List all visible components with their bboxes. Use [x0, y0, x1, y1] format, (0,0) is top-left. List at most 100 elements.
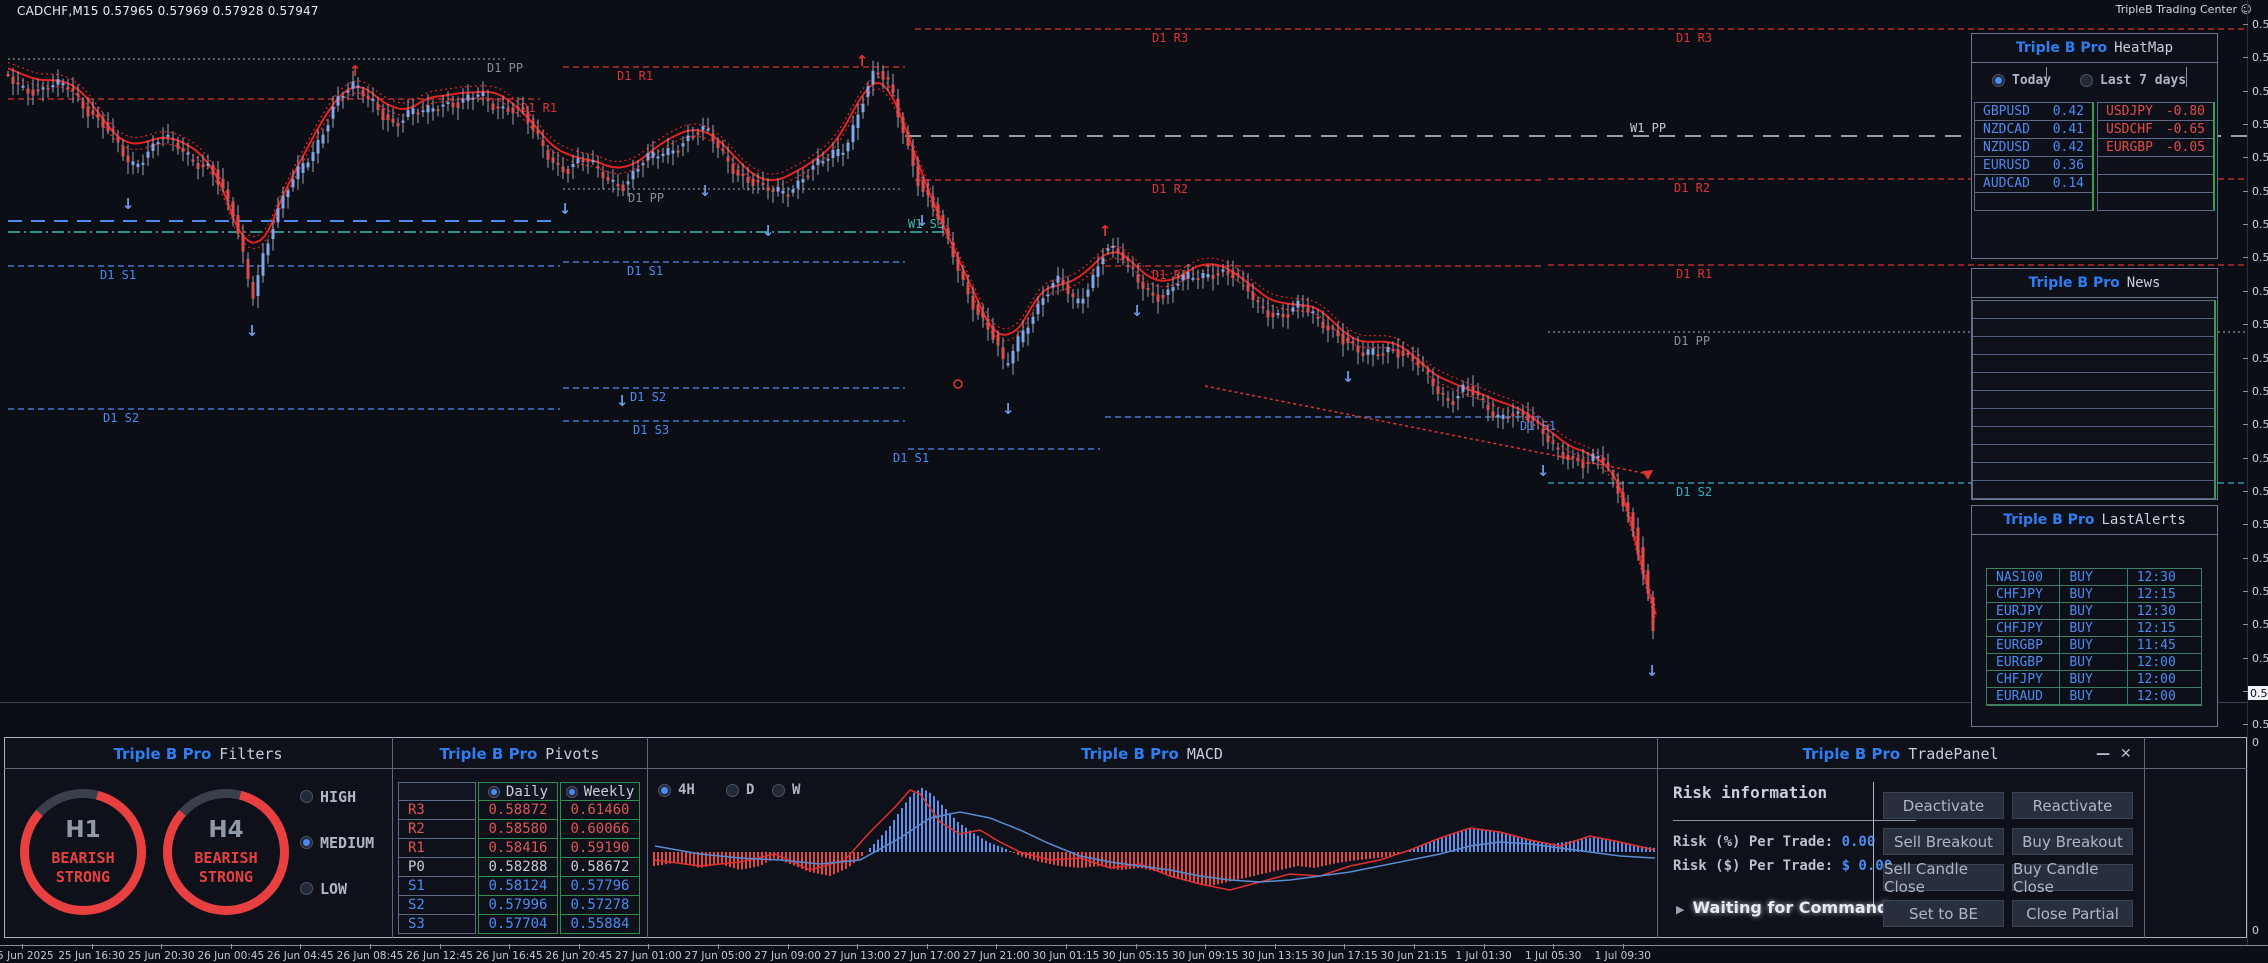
radio-macd-4h[interactable]: 4H — [658, 782, 695, 798]
alert-direction: BUY — [2060, 637, 2128, 654]
macd-canvas[interactable] — [648, 770, 1657, 937]
pivot-weekly-value: 0.60066 — [560, 820, 640, 839]
time-axis-tick — [1553, 944, 1555, 949]
price-chart-canvas[interactable]: D1 PP D1 R1 D1 R1 D1 R3 W1 PP D1 R2 D1 PP W1 S3… — [0, 14, 2248, 737]
radio-medium[interactable]: MEDIUM — [300, 832, 374, 852]
radio-low[interactable]: LOW — [300, 878, 347, 898]
pivots-corner-cell — [398, 782, 476, 801]
price-axis-tick — [2243, 457, 2248, 459]
btn-buy-breakout[interactable]: Buy Breakout — [2012, 828, 2133, 855]
section-divider — [647, 737, 648, 938]
pivot-name: S1 — [398, 877, 476, 896]
alert-row: EURGBP BUY 12:00 — [1987, 654, 2201, 671]
radio-pivot-weekly[interactable]: Weekly — [560, 782, 640, 801]
btn-reactivate[interactable]: Reactivate — [2012, 792, 2133, 819]
price-axis-label: 0.58130 — [2252, 551, 2268, 565]
pivot-col-label: Daily — [505, 783, 549, 800]
h4-trend-gauge: H4 BEARISH STRONG — [163, 789, 289, 915]
risk-information-heading: Risk information — [1673, 783, 1828, 802]
pivot-row: S1 0.58124 0.57796 — [398, 877, 640, 896]
pivot-daily-value: 0.58872 — [478, 801, 558, 820]
price-axis-tick — [2243, 190, 2248, 192]
time-axis-tick — [1066, 944, 1067, 949]
pivot-name: R3 — [398, 801, 476, 820]
alert-row: NAS100 BUY 12:30 — [1987, 569, 2201, 586]
divider — [2046, 67, 2047, 87]
price-axis-tick — [2243, 390, 2248, 392]
pivot-weekly-value: 0.57278 — [560, 896, 640, 915]
svg-text:D1 R1: D1 R1 — [1152, 268, 1188, 282]
time-axis-tick — [718, 944, 719, 949]
section-divider — [392, 737, 393, 938]
svg-text:D1 S2: D1 S2 — [103, 411, 139, 425]
pivot-row: R1 0.58416 0.59190 — [398, 839, 640, 858]
price-axis-label: 0.58085 — [2252, 584, 2268, 598]
radio-today[interactable]: Today — [1992, 70, 2051, 89]
news-row — [1973, 409, 2214, 427]
alert-time: 12:30 — [2127, 569, 2201, 586]
btn-deactivate[interactable]: Deactivate — [1883, 792, 2004, 819]
radio-macd-weekly[interactable]: W — [772, 782, 800, 798]
alert-row: EURAUD BUY 12:00 — [1987, 688, 2201, 705]
alert-row: CHFJPY BUY 12:00 — [1987, 671, 2201, 688]
price-axis-label: 0.58715 — [2252, 118, 2268, 132]
macd-scale-zero: 0 — [2252, 924, 2259, 937]
price-axis-tick — [2243, 590, 2248, 592]
minimize-icon[interactable]: — — [2096, 746, 2120, 762]
svg-text:↑: ↑ — [856, 52, 869, 70]
svg-text:↑: ↑ — [349, 62, 362, 80]
heatmap-row: EURGBP -0.05 — [2098, 139, 2213, 157]
price-axis-tick — [2243, 357, 2248, 359]
pivot-name: R1 — [398, 839, 476, 858]
radio-last-7-days[interactable]: Last 7 days — [2080, 70, 2186, 89]
btn-sell-candle-close[interactable]: Sell Candle Close — [1883, 860, 2004, 896]
price-axis-label: 0.58760 — [2252, 84, 2268, 98]
price-axis-tick — [2243, 290, 2248, 292]
svg-text:D1 PP: D1 PP — [1674, 334, 1710, 348]
triangle-icon: ▶ — [1676, 903, 1685, 916]
news-row — [1973, 319, 2214, 337]
radio-high[interactable]: HIGH — [300, 786, 356, 806]
time-axis-tick — [857, 944, 859, 949]
svg-text:↓: ↓ — [762, 222, 775, 240]
heatmap-symbol: GBPUSD — [1983, 104, 2030, 119]
alert-symbol: CHFJPY — [1987, 671, 2061, 688]
time-axis-label: 27 Jun 09:00 — [754, 950, 821, 962]
heatmap-row: GBPUSD 0.42 — [1975, 103, 2092, 121]
time-axis-label: 26 Jun 00:45 — [197, 950, 265, 962]
time-axis-label: 27 Jun 21:00 — [963, 950, 1030, 962]
time-axis-label: 30 Jun 21:15 — [1380, 950, 1448, 962]
alert-row: EURJPY BUY 12:30 — [1987, 603, 2201, 620]
watermark-trading-center: TripleB Trading Center ☺ — [2115, 3, 2252, 16]
alert-direction: BUY — [2060, 569, 2128, 586]
filters-header: Triple B Pro Filters — [113, 744, 283, 763]
pivot-weekly-value: 0.58672 — [560, 858, 640, 877]
macd-header: Triple B Pro MACD — [1081, 744, 1223, 763]
alert-symbol: EURJPY — [1987, 603, 2061, 620]
time-axis-label: 27 Jun 05:00 — [684, 950, 752, 962]
heatmap-row: USDCHF -0.65 — [2098, 121, 2213, 139]
radio-macd-daily[interactable]: D — [726, 782, 754, 798]
btn-buy-candle-close[interactable]: Buy Candle Close — [2012, 860, 2133, 896]
time-axis-label: 27 Jun 01:00 — [615, 950, 682, 962]
current-price-tag: 0.57947 — [2248, 686, 2268, 700]
alert-time: 12:00 — [2127, 671, 2201, 688]
price-axis-label: 0.57995 — [2252, 651, 2268, 665]
svg-text:D1 R2: D1 R2 — [1674, 181, 1710, 195]
time-axis-label: 26 Jun 16:45 — [475, 950, 543, 962]
btn-set-to-be[interactable]: Set to BE — [1883, 900, 2004, 927]
chart-bottom-separator — [0, 702, 2247, 703]
btn-sell-breakout[interactable]: Sell Breakout — [1883, 828, 2004, 855]
price-axis-tick — [2243, 524, 2248, 526]
btn-close-partial[interactable]: Close Partial — [2012, 900, 2133, 927]
price-axis-tick — [2243, 90, 2248, 92]
alert-time: 12:15 — [2127, 620, 2201, 637]
price-axis-label: 0.58310 — [2252, 418, 2268, 432]
heatmap-row: USDJPY -0.80 — [2098, 103, 2213, 121]
svg-text:D1 S3: D1 S3 — [633, 423, 669, 437]
macd-scale-zero: 0 — [2252, 736, 2259, 749]
close-icon[interactable]: ✕ — [2120, 746, 2142, 762]
radio-pivot-daily[interactable]: Daily — [478, 782, 558, 801]
time-axis-label: 26 Jun 04:45 — [267, 950, 334, 962]
